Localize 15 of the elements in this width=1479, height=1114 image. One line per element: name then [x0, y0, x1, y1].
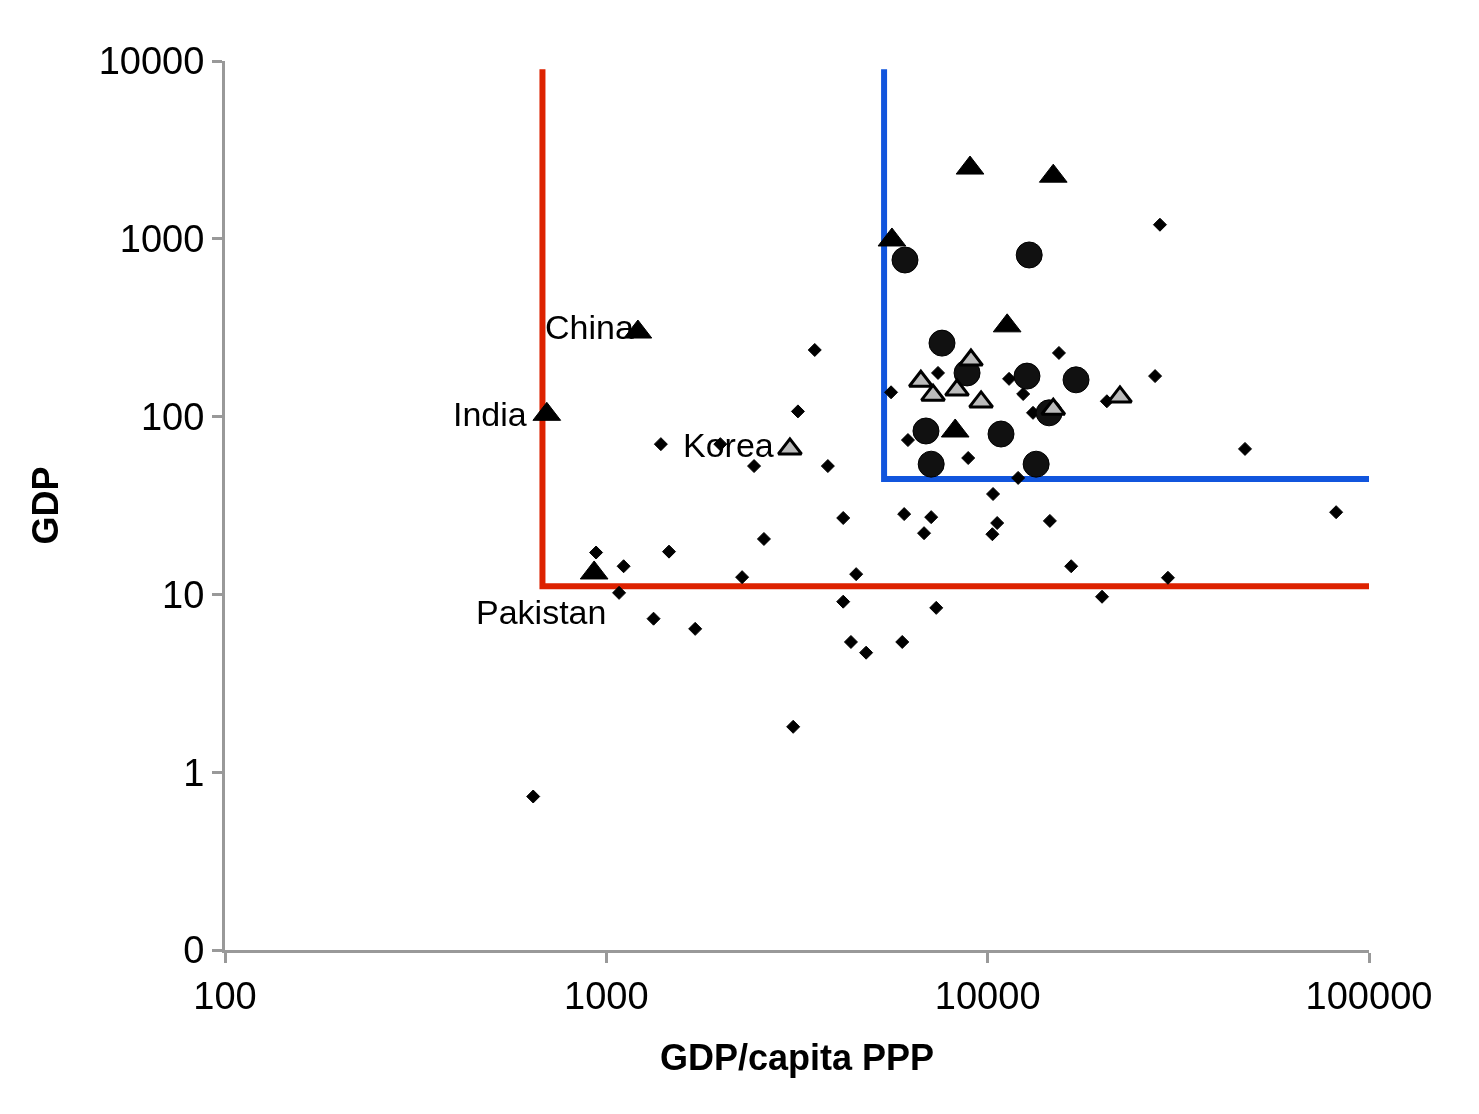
y-tick-label: 10 [162, 573, 205, 616]
x-axis-title: GDP/capita PPP [659, 1037, 935, 1079]
annotation: Pakistan [476, 593, 607, 631]
y-tick-label: 10000 [98, 40, 205, 83]
y-tick-label: 1 [183, 751, 205, 794]
annotation: India [453, 395, 527, 433]
y-axis-title: GDP [24, 466, 66, 545]
y-tick-label: 1000 [119, 218, 205, 261]
y-tick-label: 100 [140, 395, 205, 438]
annotation: Korea [683, 426, 774, 464]
x-tick-label: 100000 [1305, 974, 1433, 1017]
x-tick-label: 10000 [934, 974, 1041, 1017]
x-tick-label: 1000 [564, 974, 649, 1017]
annotation: China [545, 308, 634, 346]
y-tick-label: 0 [183, 929, 205, 972]
